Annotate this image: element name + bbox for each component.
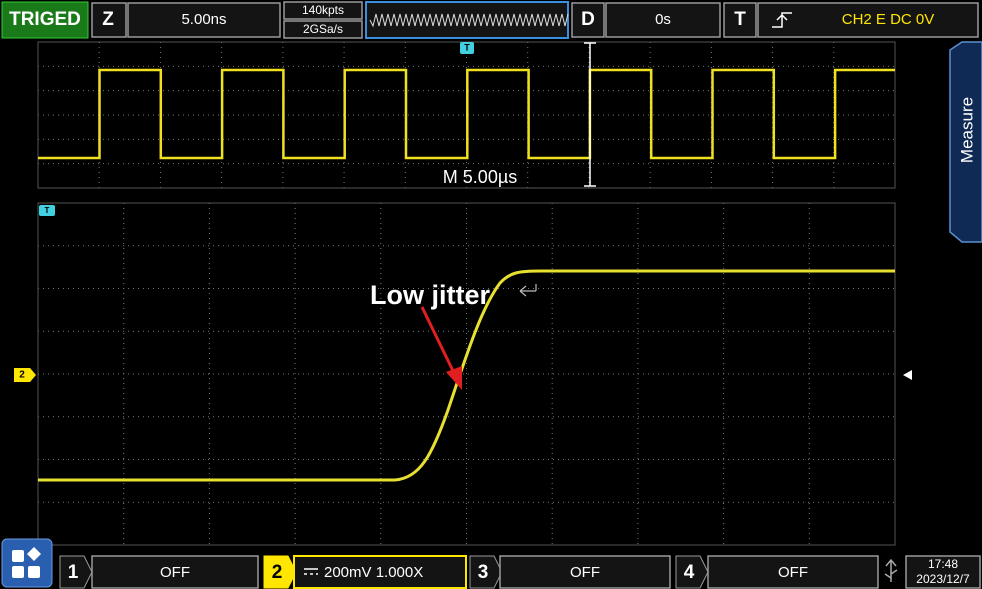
home-button[interactable] <box>1 538 53 588</box>
delay-label: D <box>581 9 595 30</box>
trigger-marker-box <box>460 42 474 54</box>
delay-box[interactable] <box>571 2 605 38</box>
channel-marker: 2 <box>19 370 25 381</box>
clock-time: 17:48 <box>928 557 958 571</box>
square-wave <box>38 68 895 160</box>
zoom-cursor <box>584 42 596 187</box>
trigger-box[interactable] <box>723 2 757 38</box>
clock-date: 2023/12/7 <box>916 572 970 586</box>
trigger-label: T <box>734 9 746 30</box>
main-grid <box>38 203 895 545</box>
channel-setting: OFF <box>570 564 600 581</box>
return-symbol <box>519 284 537 297</box>
annotation: Low jitter <box>370 280 490 310</box>
overview-wave <box>369 13 569 28</box>
channel-setting-box[interactable] <box>293 555 467 589</box>
usb-icon <box>884 558 898 582</box>
zoom-label: Z <box>102 9 114 30</box>
measure-tab[interactable] <box>949 41 982 243</box>
zoom-box[interactable] <box>91 2 127 38</box>
clock-box <box>905 555 981 589</box>
trigger-setting: CH2 E DC 0V <box>842 11 935 28</box>
edge-icon <box>772 12 792 28</box>
channel-number-box[interactable] <box>59 555 93 589</box>
channel-number: 1 <box>68 562 79 583</box>
annotation-arrow <box>420 306 457 376</box>
memory-box <box>283 1 363 20</box>
rate-box <box>283 20 363 39</box>
channel-number-box[interactable] <box>675 555 709 589</box>
coupling-icon <box>304 568 318 575</box>
trigger-marker: T <box>464 42 470 52</box>
channel-setting: 200mV 1.000X <box>324 564 423 581</box>
sample-rate: 2GSa/s <box>303 22 343 36</box>
channel-number-box[interactable] <box>263 555 297 589</box>
channel-setting-box[interactable] <box>499 555 671 589</box>
delay-value: 0s <box>655 11 671 28</box>
channel-setting: OFF <box>160 564 190 581</box>
zoom-value-box[interactable] <box>127 2 281 38</box>
channel-number: 4 <box>684 562 695 583</box>
channel-marker-box <box>14 368 36 382</box>
delay-value-box[interactable] <box>605 2 721 38</box>
arrow-head <box>446 366 462 390</box>
main-timebase: M 5.00µs <box>443 167 517 187</box>
home-icon <box>12 547 41 578</box>
channel-number: 3 <box>478 562 489 583</box>
channel-setting: OFF <box>778 564 808 581</box>
status: TRIGED <box>9 9 81 30</box>
trigger-setting-box[interactable] <box>757 2 979 38</box>
channel-setting-box[interactable] <box>707 555 879 589</box>
channel-number-box[interactable] <box>469 555 503 589</box>
trigger-marker: T <box>45 206 50 215</box>
edge-waveform <box>38 269 895 482</box>
level-marker <box>903 370 912 380</box>
zoom-value: 5.00ns <box>181 11 226 28</box>
channel-setting-box[interactable] <box>91 555 259 589</box>
channel-number: 2 <box>272 562 283 583</box>
status-box <box>1 1 89 39</box>
memory-depth: 140kpts <box>302 3 344 17</box>
trigger-marker-box <box>39 205 55 216</box>
measure-label: Measure <box>957 97 976 163</box>
main-frame <box>37 202 896 546</box>
